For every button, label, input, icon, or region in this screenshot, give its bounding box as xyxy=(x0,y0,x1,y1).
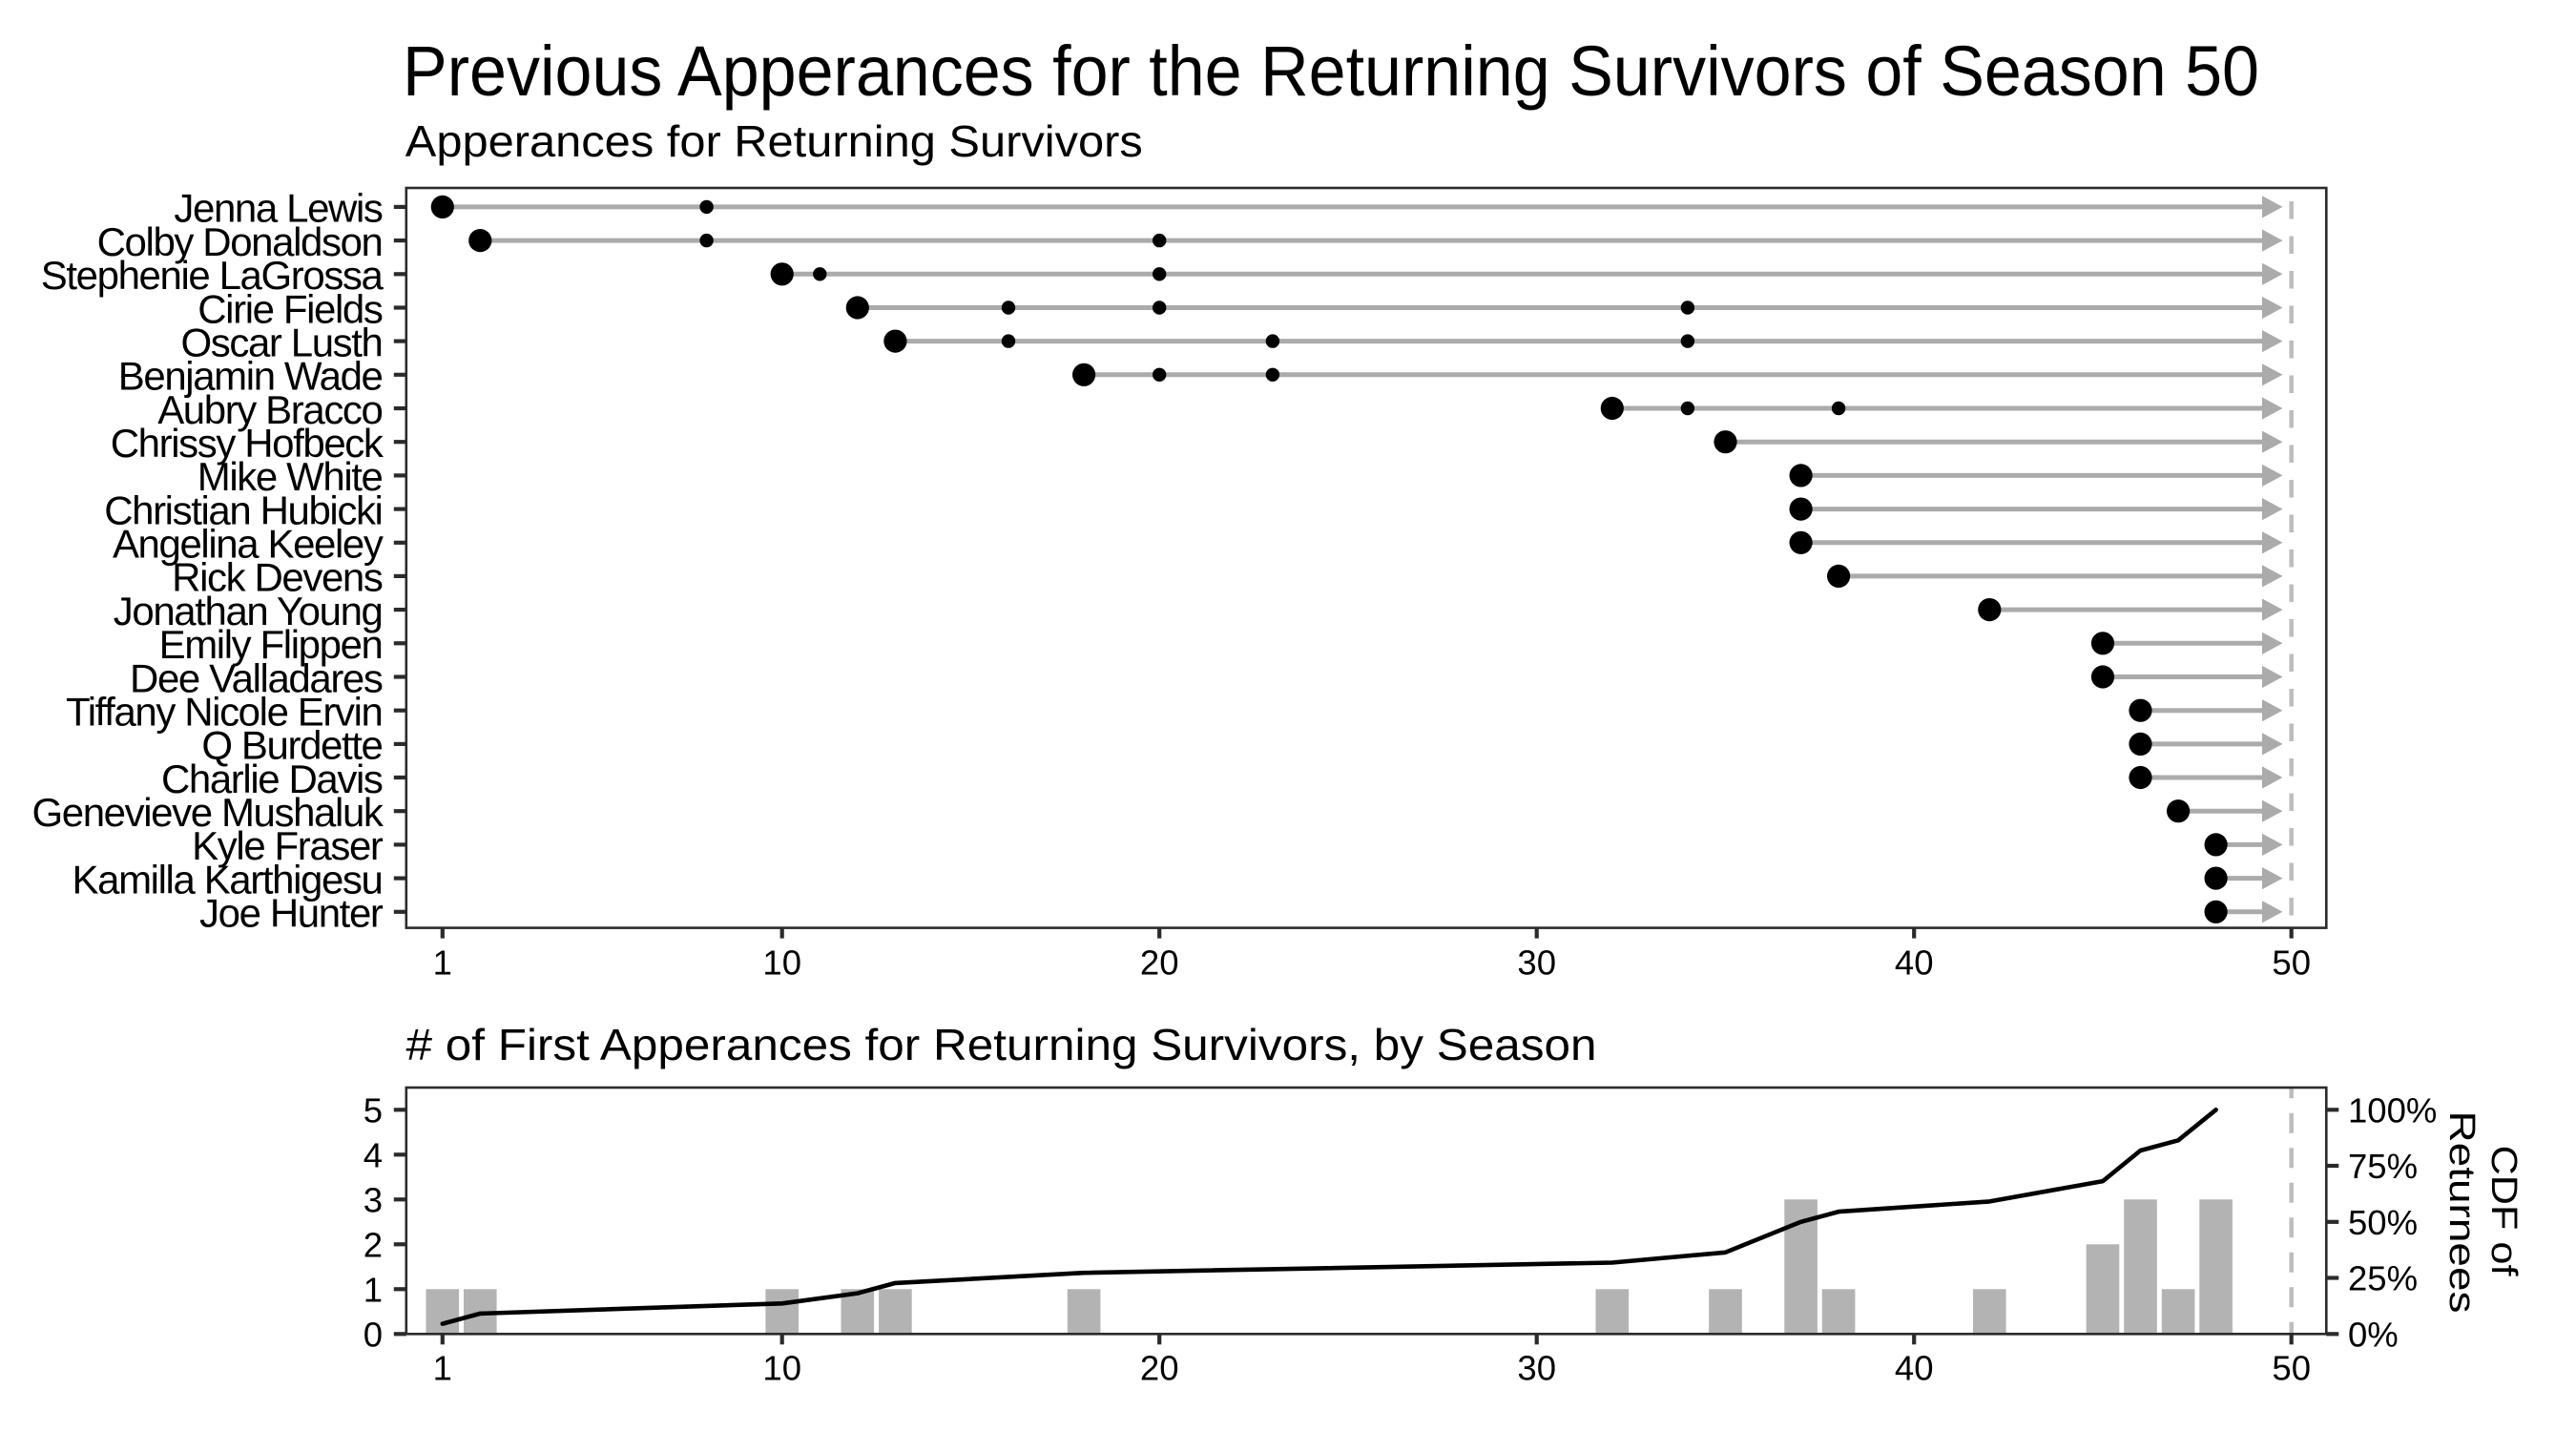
svg-text:2: 2 xyxy=(364,1225,383,1264)
svg-text:20: 20 xyxy=(1140,944,1179,983)
svg-text:Kyle Fraser: Kyle Fraser xyxy=(192,823,384,868)
svg-text:Angelina Keeley: Angelina Keeley xyxy=(113,522,384,567)
svg-text:Rick Devens: Rick Devens xyxy=(172,555,383,600)
svg-text:# of First Apperances for Retu: # of First Apperances for Returning Surv… xyxy=(406,1020,1597,1069)
svg-text:1: 1 xyxy=(433,1349,452,1388)
svg-text:Dee Valladares: Dee Valladares xyxy=(130,655,383,700)
svg-text:40: 40 xyxy=(1895,944,1934,983)
svg-text:Apperances for Returning Survi: Apperances for Returning Survivors xyxy=(405,116,1143,166)
svg-text:0: 0 xyxy=(364,1315,383,1354)
svg-text:Jenna Lewis: Jenna Lewis xyxy=(174,186,382,231)
svg-text:Christian Hubicki: Christian Hubicki xyxy=(104,487,382,532)
svg-text:Jonathan Young: Jonathan Young xyxy=(114,589,383,633)
svg-text:Mike White: Mike White xyxy=(197,454,383,499)
svg-text:Previous Apperances for the Re: Previous Apperances for the Returning Su… xyxy=(403,31,2259,111)
svg-text:Q Burdette: Q Burdette xyxy=(201,723,382,768)
svg-text:40: 40 xyxy=(1895,1349,1934,1388)
svg-text:0%: 0% xyxy=(2348,1315,2399,1354)
svg-text:Joe Hunter: Joe Hunter xyxy=(199,891,384,936)
svg-text:25%: 25% xyxy=(2348,1259,2418,1298)
svg-text:30: 30 xyxy=(1517,944,1556,983)
svg-text:4: 4 xyxy=(364,1135,383,1174)
svg-text:Stephenie LaGrossa: Stephenie LaGrossa xyxy=(41,253,384,298)
svg-text:1: 1 xyxy=(433,944,452,983)
svg-text:Colby Donaldson: Colby Donaldson xyxy=(97,219,383,264)
svg-text:Genevieve Mushaluk: Genevieve Mushaluk xyxy=(31,790,384,835)
svg-text:20: 20 xyxy=(1140,1349,1179,1388)
svg-text:1: 1 xyxy=(364,1270,383,1309)
svg-text:Chrissy Hofbeck: Chrissy Hofbeck xyxy=(111,421,384,466)
svg-text:30: 30 xyxy=(1517,1349,1556,1388)
svg-text:5: 5 xyxy=(364,1090,383,1130)
svg-text:Tiffany Nicole Ervin: Tiffany Nicole Ervin xyxy=(66,690,382,735)
svg-text:Oscar Lusth: Oscar Lusth xyxy=(180,320,382,364)
svg-text:CDF of: CDF of xyxy=(2483,1146,2524,1276)
svg-text:Aubry Bracco: Aubry Bracco xyxy=(157,387,382,432)
svg-text:75%: 75% xyxy=(2348,1147,2418,1186)
svg-text:3: 3 xyxy=(364,1180,383,1219)
svg-text:50: 50 xyxy=(2272,1349,2311,1388)
svg-text:Benjamin Wade: Benjamin Wade xyxy=(118,354,383,399)
svg-text:Returnees: Returnees xyxy=(2441,1111,2482,1314)
svg-text:10: 10 xyxy=(762,1349,801,1388)
svg-text:100%: 100% xyxy=(2348,1090,2437,1130)
svg-text:Kamilla Karthigesu: Kamilla Karthigesu xyxy=(73,857,383,902)
svg-text:Emily Flippen: Emily Flippen xyxy=(159,622,383,667)
svg-text:50: 50 xyxy=(2272,944,2311,983)
svg-text:10: 10 xyxy=(762,944,801,983)
svg-text:50%: 50% xyxy=(2348,1203,2418,1242)
svg-text:Cirie Fields: Cirie Fields xyxy=(197,286,383,331)
svg-text:Charlie Davis: Charlie Davis xyxy=(161,757,383,801)
